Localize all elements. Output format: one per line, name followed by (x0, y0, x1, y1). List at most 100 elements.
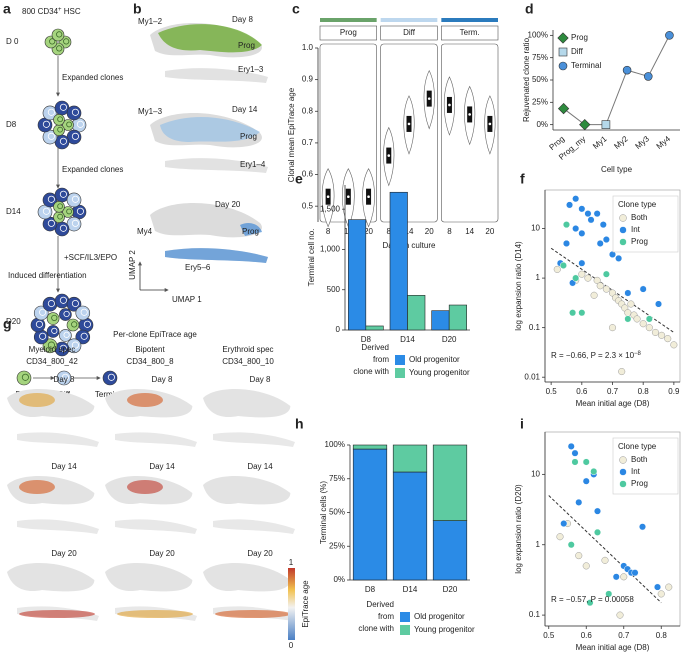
legend-marker (619, 480, 627, 488)
legend-title: clone with (353, 367, 389, 376)
legend-swatch (400, 612, 410, 622)
umap-cloud (17, 519, 99, 534)
y-tick-label: 25% (329, 541, 345, 550)
y-tick-label: 0.1 (529, 610, 541, 619)
violin-median (468, 113, 471, 116)
clone-region (117, 610, 193, 618)
cell-nucleus (71, 321, 78, 328)
point (665, 583, 673, 591)
day-label: Day 14 (149, 462, 175, 471)
cell-nucleus (59, 103, 67, 111)
point (567, 442, 575, 450)
column-clone: CD34_800_10 (222, 357, 274, 366)
y-tick-label: 1,500 (320, 204, 341, 213)
cell-nucleus (42, 120, 50, 128)
point (593, 276, 601, 284)
cell-nucleus (47, 132, 55, 140)
cell-nucleus (39, 308, 47, 316)
point (624, 289, 632, 297)
y-axis-label: Rejuvenated clone ratio (522, 37, 531, 122)
strip-box (441, 25, 499, 41)
point (633, 315, 641, 323)
x-tick-label: D14 (400, 335, 415, 344)
point (631, 569, 639, 577)
bar (389, 191, 408, 331)
umap-label: Prog (242, 227, 259, 236)
umap-cloud (150, 203, 262, 238)
cell-nucleus (21, 373, 29, 381)
umap-cloud (115, 519, 197, 534)
point (601, 556, 609, 564)
clone-region (19, 610, 95, 618)
x-tick-label: 0.8 (638, 387, 650, 396)
point (601, 120, 611, 129)
point (593, 528, 602, 536)
stage-label: D 0 (6, 37, 19, 46)
day-label: Day 20 (51, 549, 77, 558)
y-tick-label: 10 (531, 224, 540, 233)
legend-title: from (373, 355, 389, 364)
facet-frame (380, 43, 438, 223)
violin-median (387, 154, 391, 157)
x-axis-label: Cell type (601, 165, 633, 174)
annotation-text: R = −0.66, P = 2.3 × 10 (551, 351, 635, 360)
bar (365, 325, 384, 331)
legend-title: Clone type (618, 442, 657, 451)
point (657, 590, 665, 598)
legend-label: Old progenitor (414, 612, 465, 621)
panel-letter: f (520, 171, 525, 187)
umap-highlight (165, 222, 268, 263)
cell-nucleus (66, 121, 72, 128)
violin-median (347, 195, 350, 198)
legend-label: Old progenitor (409, 355, 460, 364)
umap-cloud (203, 475, 291, 505)
cell-nucleus (80, 308, 88, 316)
umap-cloud (165, 158, 268, 173)
x-tick-label: My1 (591, 134, 609, 151)
cell-nucleus (56, 45, 63, 52)
point (553, 265, 561, 273)
cell-nucleus (47, 219, 55, 227)
cell-nucleus (71, 219, 79, 227)
point (624, 309, 632, 317)
x-tick-label: My3 (634, 134, 652, 151)
x-tick-label: 0.5 (546, 387, 558, 396)
y-tick-label: 50% (329, 508, 345, 517)
legend-label: Prog (631, 237, 648, 246)
y-tick-label: 10 (531, 469, 540, 478)
day-label: Day 20 (149, 549, 175, 558)
cell-nucleus (83, 320, 91, 328)
strip-color (441, 18, 498, 22)
y-axis-label: Terminal cells (%) (319, 481, 328, 544)
clone-region (19, 480, 55, 494)
x-tick-label: 14 (465, 227, 474, 236)
point (571, 449, 579, 457)
legend-marker (558, 47, 568, 57)
point (575, 498, 583, 506)
cell-nucleus (107, 373, 115, 381)
x-tick-label: 0.6 (581, 631, 593, 640)
y-tick-label: 50% (532, 75, 548, 84)
strip-box (380, 25, 438, 41)
legend-marker (619, 468, 627, 476)
cell-nucleus (80, 332, 88, 340)
point (565, 201, 574, 209)
point (578, 270, 586, 278)
point (643, 72, 653, 81)
y-tick-label: 1 (536, 540, 541, 549)
umap-axis-label: UMAP 1 (172, 295, 202, 304)
colorbar-tick: 0 (289, 641, 294, 650)
x-axis-label: Mean initial age (D8) (576, 399, 650, 408)
cell-nucleus (35, 320, 43, 328)
cell-nucleus (66, 208, 72, 215)
point (582, 562, 590, 570)
point (569, 309, 577, 317)
umap-cloud (17, 432, 99, 447)
cell-nucleus (59, 296, 67, 304)
y-tick-label: 0% (536, 120, 548, 129)
bar-segment (432, 520, 468, 581)
point (653, 583, 662, 591)
cell-nucleus (71, 341, 79, 349)
step-label: +SCF/IL3/EPO (64, 253, 117, 262)
facet-frame (441, 43, 499, 223)
